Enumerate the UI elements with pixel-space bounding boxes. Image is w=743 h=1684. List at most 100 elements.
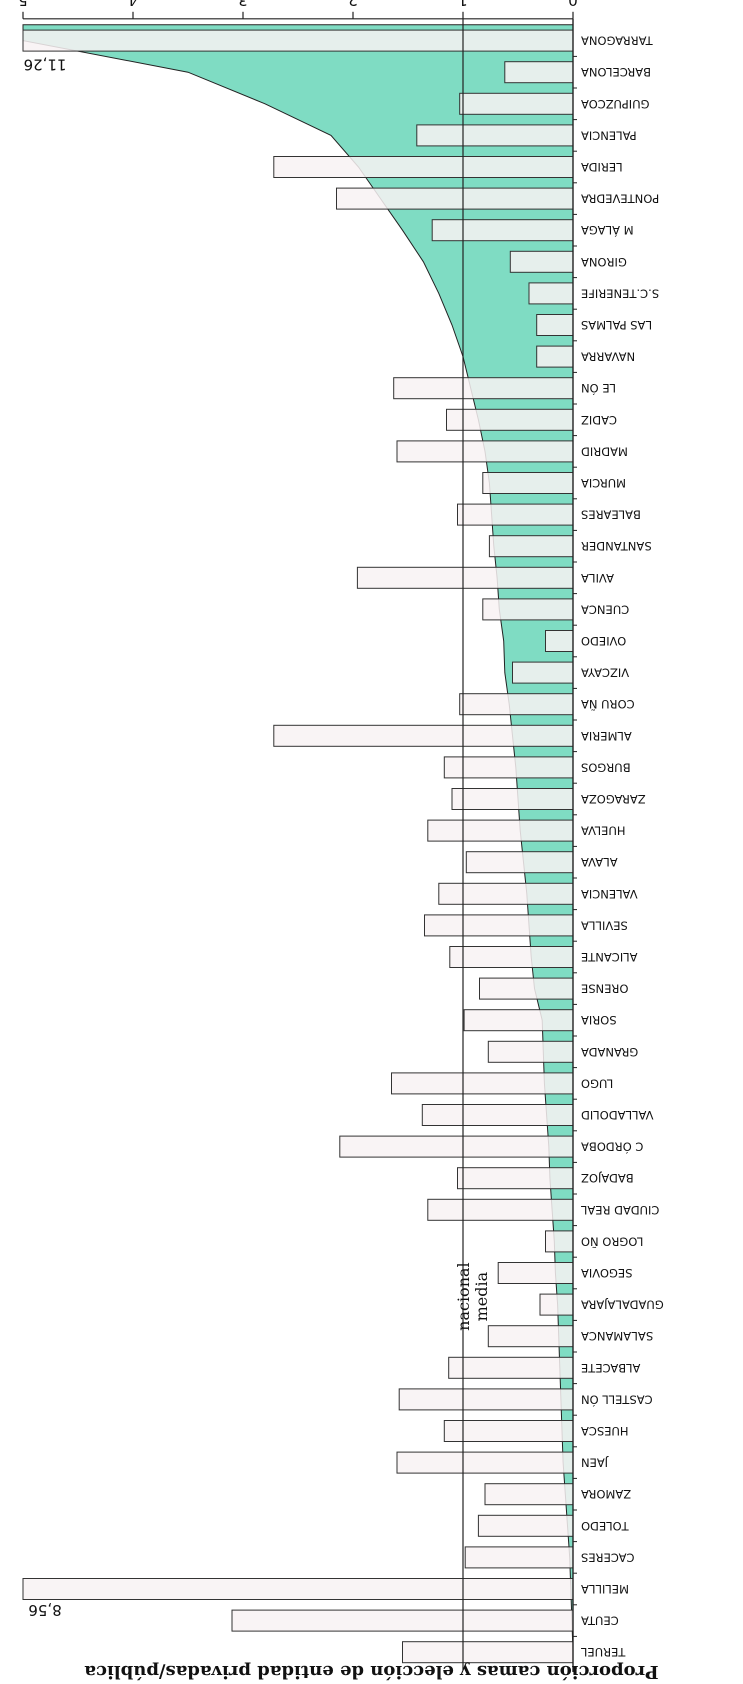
category-label: SANTANDER (581, 539, 652, 553)
category-label: CASTELL ÓN (581, 1392, 653, 1407)
category-label: LERIDA (581, 160, 623, 174)
bar (509, 250, 574, 273)
bar (356, 566, 574, 589)
bar (396, 1451, 574, 1474)
bar (463, 1009, 574, 1032)
category-label: ALAVA (581, 855, 618, 869)
category-label: GIRONA (581, 255, 627, 269)
bar (457, 503, 574, 526)
bar (438, 882, 574, 905)
bar (464, 1546, 574, 1569)
bar (336, 187, 574, 210)
category-label: NAVARRA (581, 350, 635, 364)
bar (393, 377, 574, 400)
bar (443, 756, 574, 779)
category-label: CORU ÑA (581, 697, 635, 712)
bar (504, 61, 574, 84)
annotation-tarragona-value: 11,26 (24, 56, 67, 74)
category-label: BARCELONA (581, 65, 651, 79)
category-label: BALEARES (581, 508, 641, 522)
bar (539, 1293, 574, 1316)
category-label: CADIZ (581, 413, 617, 427)
bar (431, 219, 574, 242)
bar (497, 1262, 574, 1284)
y-axis-label: Proporción camas y elección de entidad p… (84, 1661, 659, 1682)
category-label: PALENCIA (581, 128, 637, 142)
category-label: GRANADA (581, 1045, 638, 1059)
category-label: ZARAGOZA (581, 792, 646, 806)
bar (487, 1040, 574, 1063)
category-label: BADAJOZ (581, 1171, 634, 1185)
bar (477, 1514, 574, 1537)
category-label: MELILLA (581, 1582, 629, 1596)
category-label: JAEN (581, 1456, 609, 1470)
bar (427, 1198, 574, 1221)
bar (512, 661, 574, 684)
bar (536, 345, 574, 368)
category-label: PONTEVEDRA (581, 192, 659, 206)
bar (424, 914, 574, 937)
category-label: ALICANTE (581, 950, 637, 964)
category-label: TOLEDO (581, 1519, 630, 1533)
bar (416, 124, 574, 147)
bar (396, 440, 574, 463)
category-label: BURGOS (581, 760, 631, 774)
bar (402, 1641, 574, 1664)
bar (482, 472, 574, 494)
category-label: HUESCA (581, 1424, 629, 1438)
label-layer: TERUEL CEUTA MELILLA CACERES TOLEDO ZAMORA JAE… (580, 34, 663, 1660)
category-label: AVILA (581, 571, 614, 585)
bar (339, 1135, 574, 1158)
category-label: VIZCAYA (581, 666, 629, 680)
category-label: LE ÓN (581, 381, 616, 396)
bar (545, 1230, 574, 1253)
category-label: VALENCIA (581, 887, 638, 901)
bar (465, 851, 574, 874)
reference-label-nacional: nacional (454, 1262, 473, 1331)
category-label: SEGOVIA (581, 1266, 633, 1280)
category-label: CACERES (581, 1550, 635, 1564)
bar (273, 724, 574, 747)
value-tick-label: 5 (18, 0, 28, 9)
bar (443, 1420, 574, 1442)
reference-label-media: media (472, 1271, 491, 1321)
bar (488, 535, 574, 558)
category-label: TARRAGONA (581, 34, 654, 48)
category-label: VALLADOLID (581, 1108, 654, 1122)
category-label: C ÓRDOBA (581, 1140, 644, 1155)
value-tick-label: 2 (348, 0, 358, 9)
category-label: ORENSE (581, 982, 628, 996)
category-label: SEVILLA (581, 918, 628, 932)
bar (398, 1388, 574, 1411)
value-tick-label: 3 (238, 0, 248, 9)
bar (446, 408, 574, 431)
bar (449, 946, 574, 968)
bar (273, 156, 574, 178)
value-tick-label: 0 (568, 0, 578, 9)
category-label: HUELVA (581, 824, 626, 838)
category-label: LUGO (581, 1076, 613, 1090)
bar (487, 1325, 574, 1348)
bar (459, 693, 574, 716)
bar-layer (22, 29, 574, 1664)
category-label: M ÁLAGA (581, 223, 634, 238)
category-label: GUIPUZCOA (581, 97, 650, 111)
value-tick-label: 4 (128, 0, 138, 9)
bar (545, 630, 574, 652)
category-label: CEUTA (581, 1614, 619, 1628)
category-label: CUENCA (581, 602, 629, 616)
bar (22, 29, 574, 52)
bar (391, 1072, 574, 1095)
category-label: TERUEL (580, 1645, 626, 1659)
category-label: GUADALAJARA (581, 1298, 664, 1312)
bar (528, 282, 574, 305)
bar (484, 1483, 574, 1506)
category-label: MADRID (581, 444, 628, 458)
bar (451, 788, 574, 810)
bar (421, 1104, 574, 1126)
bar (22, 1578, 574, 1600)
bar (479, 977, 574, 1000)
category-label: ALBACETE (581, 1361, 640, 1375)
